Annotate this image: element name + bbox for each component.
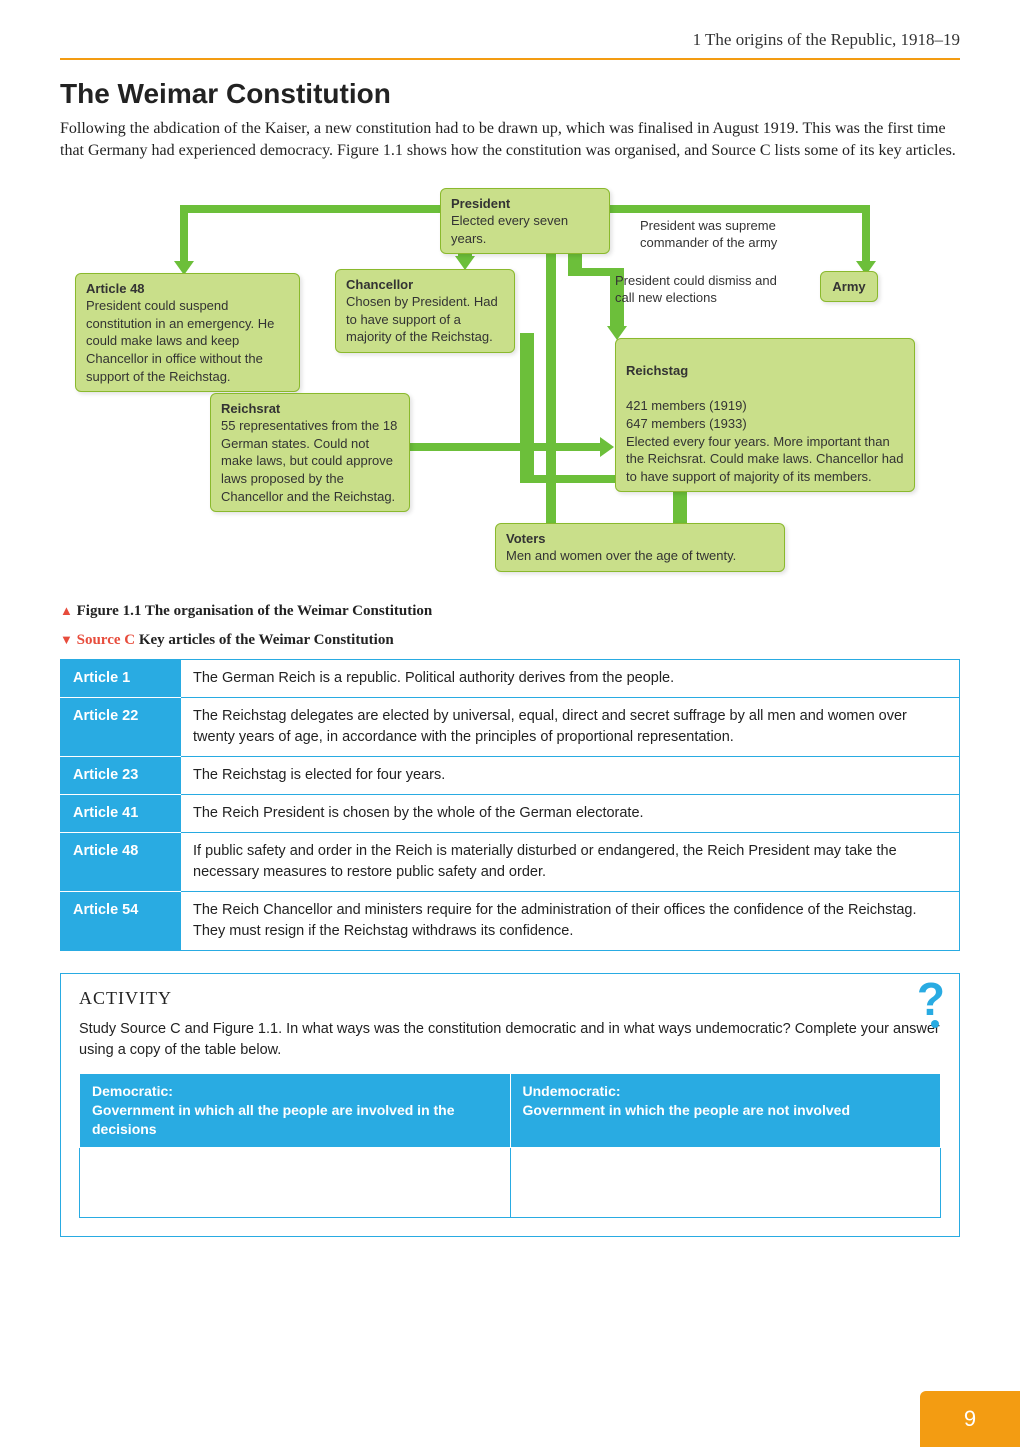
source-caption-text: Key articles of the Weimar Constitution xyxy=(139,632,394,648)
activity-instructions: Study Source C and Figure 1.1. In what w… xyxy=(79,1019,941,1061)
diagram-note-dismiss: President could dismiss and call new ele… xyxy=(615,273,795,307)
page-number: 9 xyxy=(920,1391,1020,1447)
diagram-node-article48: Article 48 President could suspend const… xyxy=(75,273,300,392)
table-row: Article 1The German Reich is a republic.… xyxy=(61,659,960,697)
node-body: President could suspend constitution in … xyxy=(86,298,274,383)
triangle-down-icon: ▼ xyxy=(60,632,73,647)
question-mark-icon: ? xyxy=(917,976,945,1022)
article-text: The Reich President is chosen by the who… xyxy=(181,794,960,832)
article-label: Article 23 xyxy=(61,756,181,794)
article-text: If public safety and order in the Reich … xyxy=(181,832,960,891)
diagram-node-reichstag: Reichstag 421 members (1919) 647 members… xyxy=(615,338,915,492)
article-label: Article 48 xyxy=(61,832,181,891)
activity-cell-undemocratic[interactable] xyxy=(510,1147,941,1217)
weimar-constitution-diagram: President Elected every seven years. Art… xyxy=(60,183,960,583)
figure-caption: ▲ Figure 1.1 The organisation of the Wei… xyxy=(60,603,960,620)
diagram-node-chancellor: Chancellor Chosen by President. Had to h… xyxy=(335,269,515,353)
node-title: President xyxy=(451,195,599,213)
article-label: Article 41 xyxy=(61,794,181,832)
table-row: Article 48If public safety and order in … xyxy=(61,832,960,891)
node-title: Army xyxy=(831,278,867,296)
activity-cell-democratic[interactable] xyxy=(80,1147,511,1217)
node-title: Article 48 xyxy=(86,280,289,298)
diagram-node-army: Army xyxy=(820,271,878,303)
figure-caption-text: Figure 1.1 The organisation of the Weima… xyxy=(77,603,433,619)
article-text: The Reichstag delegates are elected by u… xyxy=(181,697,960,756)
section-title: The Weimar Constitution xyxy=(60,78,960,110)
node-body: 55 representatives from the 18 German st… xyxy=(221,418,397,503)
node-title: Reichstag xyxy=(626,362,904,380)
diagram-node-president: President Elected every seven years. xyxy=(440,188,610,255)
chapter-header: 1 The origins of the Republic, 1918–19 xyxy=(60,30,960,60)
source-caption: ▼ Source C Key articles of the Weimar Co… xyxy=(60,632,960,649)
node-body: 421 members (1919) 647 members (1933) El… xyxy=(626,398,903,483)
article-text: The Reichstag is elected for four years. xyxy=(181,756,960,794)
diagram-node-voters: Voters Men and women over the age of twe… xyxy=(495,523,785,572)
diagram-node-reichsrat: Reichsrat 55 representatives from the 18… xyxy=(210,393,410,512)
table-row: Article 23The Reichstag is elected for f… xyxy=(61,756,960,794)
activity-col-undemocratic: Undemocratic: Government in which the pe… xyxy=(510,1073,941,1147)
article-label: Article 22 xyxy=(61,697,181,756)
activity-box: ? ACTIVITY Study Source C and Figure 1.1… xyxy=(60,973,960,1237)
activity-title: ACTIVITY xyxy=(79,988,941,1009)
node-title: Voters xyxy=(506,530,774,548)
diagram-note-commander: President was supreme commander of the a… xyxy=(640,218,840,252)
node-body: Men and women over the age of twenty. xyxy=(506,548,736,563)
articles-table: Article 1The German Reich is a republic.… xyxy=(60,659,960,951)
intro-paragraph: Following the abdication of the Kaiser, … xyxy=(60,118,960,163)
node-body: Elected every seven years. xyxy=(451,213,568,246)
triangle-up-icon: ▲ xyxy=(60,603,73,618)
table-row: Article 54The Reich Chancellor and minis… xyxy=(61,891,960,950)
article-text: The Reich Chancellor and ministers requi… xyxy=(181,891,960,950)
node-title: Reichsrat xyxy=(221,400,399,418)
node-body: Chosen by President. Had to have support… xyxy=(346,294,498,344)
activity-table: Democratic: Government in which all the … xyxy=(79,1073,941,1218)
article-label: Article 1 xyxy=(61,659,181,697)
source-label: Source C xyxy=(77,632,135,648)
activity-col-democratic: Democratic: Government in which all the … xyxy=(80,1073,511,1147)
node-title: Chancellor xyxy=(346,276,504,294)
article-text: The German Reich is a republic. Politica… xyxy=(181,659,960,697)
table-row: Article 41The Reich President is chosen … xyxy=(61,794,960,832)
table-row: Article 22The Reichstag delegates are el… xyxy=(61,697,960,756)
article-label: Article 54 xyxy=(61,891,181,950)
